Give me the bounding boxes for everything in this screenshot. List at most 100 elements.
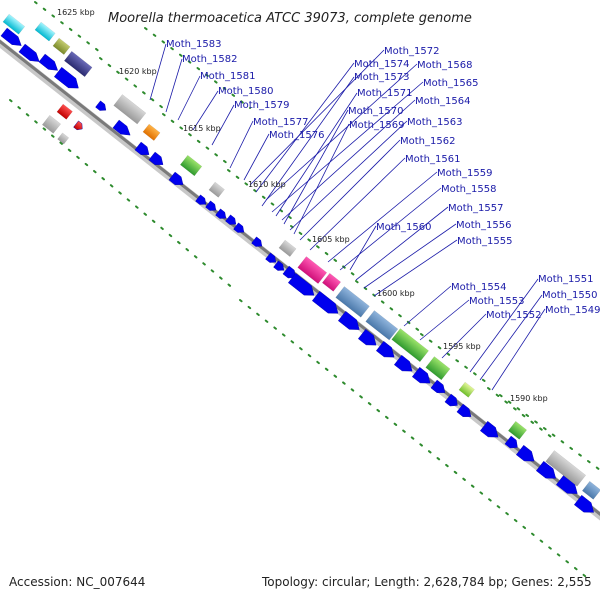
gene-label[interactable]: Moth_1574	[354, 59, 409, 70]
gene-label[interactable]: Moth_1570	[348, 106, 403, 117]
gene-feature	[545, 450, 587, 487]
gene-block	[57, 132, 70, 145]
gene-block	[545, 450, 587, 487]
gene-feature	[282, 265, 296, 279]
gene-label[interactable]: Moth_1550	[542, 290, 597, 301]
gene-feature	[64, 51, 93, 78]
gene-arrow	[516, 445, 535, 462]
gene-arrow	[273, 260, 285, 271]
gene-feature	[412, 367, 431, 384]
gene-label[interactable]: Moth_1580	[218, 86, 273, 97]
gene-feature	[456, 403, 472, 417]
gene-feature	[180, 155, 203, 177]
kbp-label: 1625 kbp	[57, 8, 95, 17]
gene-block	[180, 155, 203, 177]
gene-label[interactable]: Moth_1576	[269, 130, 324, 141]
leader-line	[149, 43, 167, 101]
gene-label[interactable]: Moth_1563	[407, 117, 462, 128]
gene-label[interactable]: Moth_1577	[253, 117, 308, 128]
gene-label[interactable]: Moth_1572	[384, 46, 439, 57]
leader-line	[265, 63, 418, 201]
gene-label[interactable]: Moth_1562	[400, 136, 455, 147]
leader-line	[293, 123, 350, 235]
gene-label[interactable]: Moth_1579	[234, 100, 289, 111]
gene-block	[582, 481, 600, 500]
gene-label[interactable]: Moth_1565	[423, 78, 478, 89]
gene-label[interactable]: Moth_1551	[538, 274, 593, 285]
gene-feature	[205, 200, 217, 211]
gene-arrow	[480, 421, 499, 438]
gene-feature	[394, 355, 413, 372]
gene-label[interactable]: Moth_1581	[200, 71, 255, 82]
leader-line	[165, 58, 183, 113]
leader-line	[327, 171, 438, 263]
gene-block	[113, 94, 147, 125]
gene-feature	[504, 435, 518, 449]
gene-label[interactable]: Moth_1560	[376, 222, 431, 233]
gene-label[interactable]: Moth_1552	[486, 310, 541, 321]
tick-dot-line	[144, 27, 251, 109]
gene-arrow	[73, 120, 83, 131]
gene-feature	[430, 379, 446, 393]
gene-arrow	[168, 171, 184, 185]
gene-label[interactable]: Moth_1559	[437, 168, 492, 179]
gene-block	[391, 328, 429, 363]
leader-line	[469, 278, 539, 373]
gene-feature	[338, 311, 360, 330]
gene-block	[142, 123, 161, 141]
gene-label[interactable]: Moth_1564	[415, 96, 470, 107]
gene-feature	[458, 381, 475, 398]
gene-arrow	[251, 236, 263, 247]
leader-line	[349, 225, 377, 271]
kbp-label: 1595 kbp	[443, 342, 481, 351]
leader-line	[177, 75, 201, 121]
gene-feature	[18, 43, 40, 62]
gene-label[interactable]: Moth_1558	[441, 184, 496, 195]
gene-label[interactable]: Moth_1568	[417, 60, 472, 71]
gene-label[interactable]: Moth_1555	[457, 236, 512, 247]
gene-feature	[233, 222, 245, 233]
topology-stats-text: Topology: circular; Length: 2,628,784 bp…	[261, 575, 592, 589]
gene-feature	[134, 141, 150, 155]
gene-feature	[56, 103, 73, 120]
gene-arrow	[338, 311, 360, 330]
tick-dot-line	[162, 113, 233, 168]
gene-feature	[312, 291, 339, 314]
gene-feature	[52, 37, 71, 55]
leader-line	[249, 49, 385, 186]
gene-label[interactable]: Moth_1569	[349, 120, 404, 131]
gene-label[interactable]: Moth_1557	[448, 203, 503, 214]
gene-arrow	[195, 194, 207, 205]
genome-title: Moorella thermoacetica ATCC 39073, compl…	[108, 11, 472, 26]
gene-label[interactable]: Moth_1561	[405, 154, 460, 165]
gene-label[interactable]: Moth_1582	[182, 54, 237, 65]
gene-feature	[265, 252, 277, 263]
gene-feature	[42, 115, 61, 134]
leader-line	[309, 157, 406, 251]
gene-label[interactable]: Moth_1553	[469, 296, 524, 307]
gene-label[interactable]: Moth_1556	[456, 220, 511, 231]
gene-label[interactable]: Moth_1554	[451, 282, 506, 293]
leader-line	[479, 294, 543, 381]
leader-line	[192, 90, 219, 131]
gene-arrow	[412, 367, 431, 384]
gene-arrow	[0, 27, 22, 46]
gene-label[interactable]: Moth_1549	[545, 305, 600, 316]
leader-line	[289, 120, 408, 231]
leader-line	[271, 81, 424, 213]
gene-feature	[0, 27, 22, 46]
gene-label[interactable]: Moth_1573	[354, 72, 409, 83]
gene-feature	[516, 445, 535, 462]
accession-text: Accession: NC_007644	[9, 575, 145, 589]
gene-arrow	[205, 200, 217, 211]
gene-arrow	[444, 393, 458, 407]
gene-arrow	[95, 100, 107, 111]
leader-line	[441, 313, 487, 359]
gene-feature	[225, 214, 237, 225]
leader-line	[281, 99, 416, 221]
gene-feature	[536, 461, 556, 479]
gene-label[interactable]: Moth_1571	[357, 88, 412, 99]
leader-line	[283, 109, 349, 225]
leader-line	[491, 308, 546, 391]
gene-label[interactable]: Moth_1583	[166, 39, 221, 50]
